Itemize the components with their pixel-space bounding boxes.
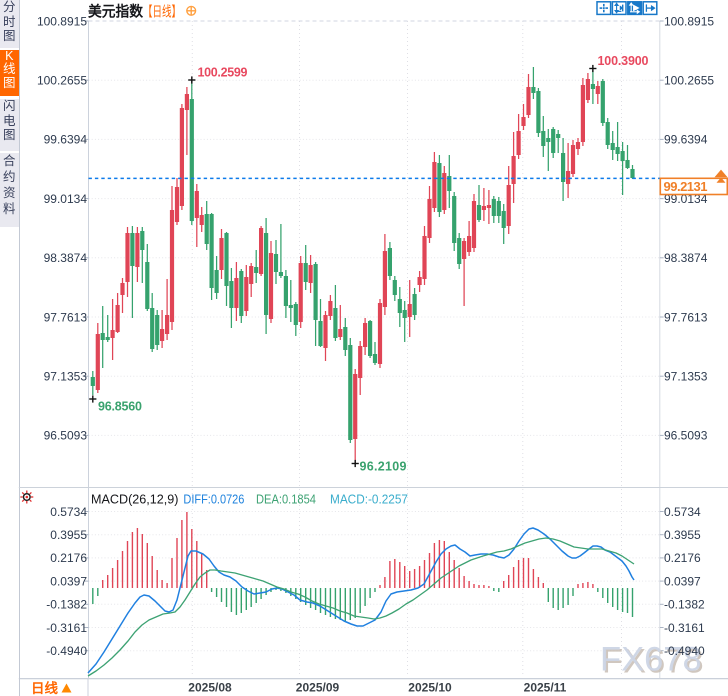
svg-text:99.2131: 99.2131	[664, 179, 708, 194]
svg-text:99.0134: 99.0134	[664, 192, 708, 206]
svg-text:99.0134: 99.0134	[44, 192, 88, 206]
svg-text:美元指数: 美元指数	[88, 3, 143, 21]
svg-text:98.3874: 98.3874	[664, 251, 708, 265]
svg-text:96.8560: 96.8560	[98, 400, 142, 414]
svg-text:100.2655: 100.2655	[664, 74, 714, 88]
svg-text:2025/11: 2025/11	[524, 681, 567, 695]
svg-text:96.5093: 96.5093	[664, 429, 708, 443]
svg-text:-0.3161: -0.3161	[664, 621, 705, 635]
svg-text:100.2599: 100.2599	[198, 66, 248, 80]
svg-text:-0.1382: -0.1382	[46, 598, 87, 612]
svg-text:-0.3161: -0.3161	[46, 621, 87, 635]
svg-text:0.5734: 0.5734	[664, 505, 701, 519]
svg-text:0.2176: 0.2176	[50, 551, 87, 565]
svg-text:100.8915: 100.8915	[37, 14, 87, 28]
svg-text:100.3900: 100.3900	[598, 54, 649, 68]
svg-text:99.6394: 99.6394	[664, 133, 708, 147]
svg-text:0.2176: 0.2176	[664, 551, 701, 565]
svg-text:DIFF:0.0726: DIFF:0.0726	[183, 493, 244, 507]
svg-text:2025/10: 2025/10	[408, 681, 452, 695]
svg-text:96.2109: 96.2109	[360, 460, 407, 474]
svg-text:0.3955: 0.3955	[50, 528, 87, 542]
svg-text:99.6394: 99.6394	[44, 133, 88, 147]
svg-text:2025/09: 2025/09	[296, 681, 340, 695]
svg-text:98.3874: 98.3874	[44, 251, 88, 265]
svg-text:2025/08: 2025/08	[188, 681, 232, 695]
svg-text:DEA:0.1854: DEA:0.1854	[256, 493, 316, 507]
svg-text:MACD:-0.2257: MACD:-0.2257	[330, 493, 408, 507]
svg-text:0.0397: 0.0397	[50, 574, 87, 588]
svg-text:-0.4940: -0.4940	[664, 644, 705, 658]
svg-text:96.5093: 96.5093	[44, 429, 88, 443]
svg-text:97.7613: 97.7613	[664, 310, 708, 324]
svg-text:97.7613: 97.7613	[44, 310, 88, 324]
svg-text:【日线】: 【日线】	[143, 5, 181, 21]
svg-text:100.8915: 100.8915	[664, 14, 714, 28]
svg-text:0.0397: 0.0397	[664, 574, 701, 588]
svg-text:0.5734: 0.5734	[50, 505, 87, 519]
svg-text:MACD(26,12,9): MACD(26,12,9)	[91, 493, 179, 507]
svg-text:0.3955: 0.3955	[664, 528, 701, 542]
svg-text:日线: 日线	[31, 680, 58, 696]
svg-text:-0.1382: -0.1382	[664, 598, 705, 612]
svg-text:97.1353: 97.1353	[44, 370, 88, 384]
svg-text:FX678: FX678	[600, 641, 702, 679]
svg-text:100.2655: 100.2655	[37, 74, 87, 88]
svg-text:-0.4940: -0.4940	[46, 644, 87, 658]
svg-text:97.1353: 97.1353	[664, 370, 708, 384]
svg-text:FX678: FX678	[602, 643, 704, 681]
